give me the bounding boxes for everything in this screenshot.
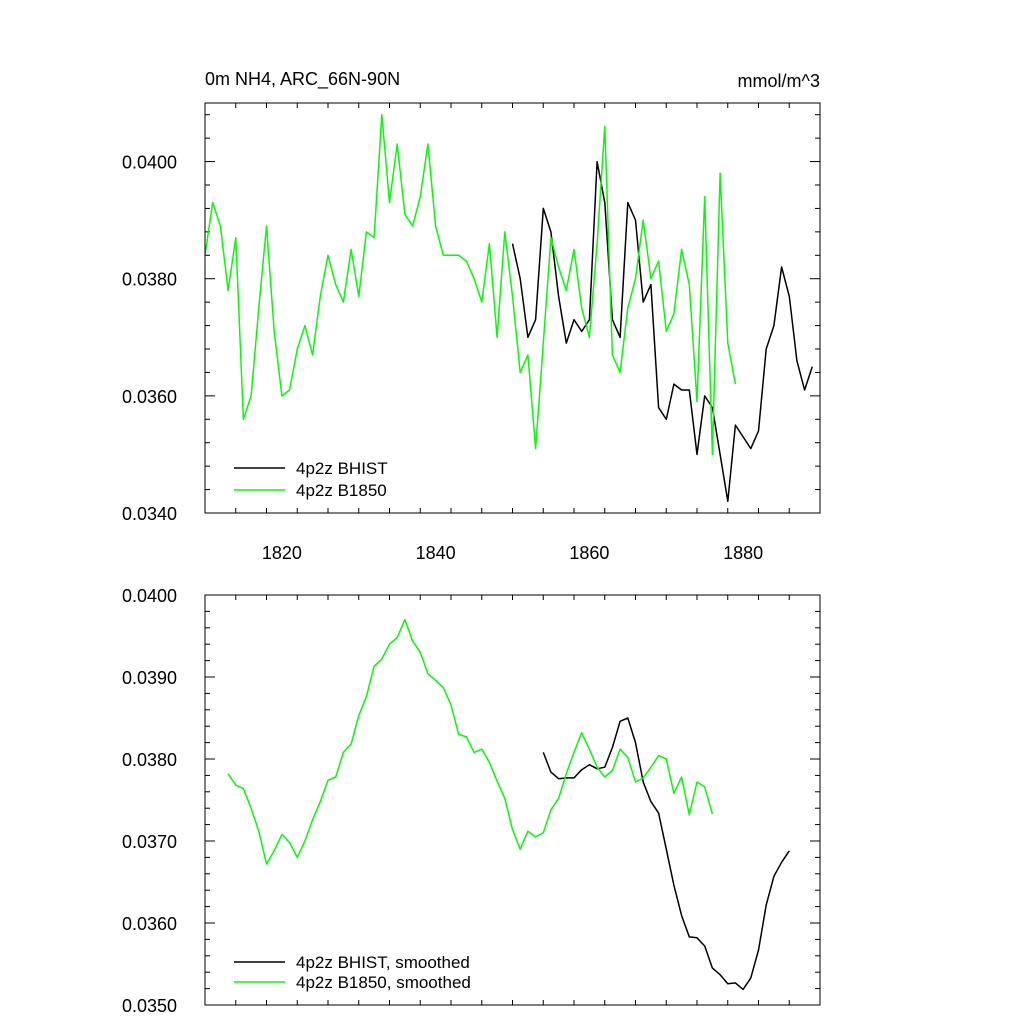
series-line-bhist: [542, 717, 790, 991]
bottom-plot-lines: [227, 618, 790, 991]
bottom-y-tick-labels: 0.0350 0.0360 0.0370 0.0380 0.0390 0.0400: [122, 586, 177, 1016]
top-plot-frame: [204, 102, 821, 514]
y-tick-label: 0.0340: [122, 504, 177, 524]
y-tick-label: 0.0360: [122, 387, 177, 407]
y-tick-label: 0.0370: [122, 832, 177, 852]
y-tick-label: 0.0350: [122, 996, 177, 1016]
legend-label-b1850: 4p2z B1850: [296, 481, 387, 500]
series-line-b1850: [227, 618, 714, 865]
top-y-tick-labels: 0.0340 0.0360 0.0380 0.0400: [122, 153, 177, 524]
top-tick-marks: [204, 103, 821, 514]
y-tick-label: 0.0390: [122, 668, 177, 688]
top-plot-lines: [204, 113, 814, 503]
top-legend: 4p2z BHIST 4p2z B1850: [234, 459, 388, 500]
series-line-bhist: [511, 160, 814, 503]
top-panel-units: mmol/m^3: [738, 71, 820, 91]
x-tick-label: 1820: [262, 543, 302, 563]
x-tick-label: 1880: [723, 543, 763, 563]
y-tick-label: 0.0380: [122, 270, 177, 290]
bottom-panel: 0.0350 0.0360 0.0370 0.0380 0.0390 0.0400 4p2…: [122, 586, 821, 1016]
top-panel: 0m NH4, ARC_66N-90N mmol/m^3 0.0340 0.036…: [122, 69, 821, 563]
bottom-tick-marks: [204, 594, 821, 1006]
legend-label-b1850-smoothed: 4p2z B1850, smoothed: [296, 973, 471, 992]
legend-label-bhist-smoothed: 4p2z BHIST, smoothed: [296, 953, 470, 972]
x-tick-label: 1840: [416, 543, 456, 563]
y-tick-label: 0.0360: [122, 914, 177, 934]
legend-label-bhist: 4p2z BHIST: [296, 459, 388, 478]
bottom-legend: 4p2z BHIST, smoothed 4p2z B1850, smoothe…: [234, 953, 471, 992]
y-tick-label: 0.0400: [122, 586, 177, 606]
top-x-tick-labels: 1820 1840 1860 1880: [262, 543, 763, 563]
y-tick-label: 0.0400: [122, 153, 177, 173]
bottom-plot-frame: [204, 594, 821, 1006]
series-line-b1850: [204, 113, 737, 456]
x-tick-label: 1860: [569, 543, 609, 563]
y-tick-label: 0.0380: [122, 750, 177, 770]
top-panel-title: 0m NH4, ARC_66N-90N: [205, 69, 400, 90]
